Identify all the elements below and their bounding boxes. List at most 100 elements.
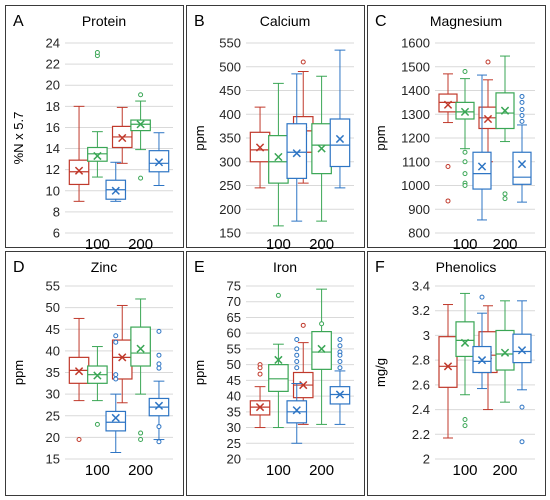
x-category-label: 100 bbox=[85, 236, 110, 253]
y-tick-label: 2.6 bbox=[412, 377, 430, 392]
outlier-point bbox=[519, 99, 525, 105]
box-iqr bbox=[495, 329, 515, 371]
y-tick-label: 450 bbox=[219, 83, 241, 98]
panel-frame bbox=[367, 5, 546, 248]
x-category-label: 100 bbox=[266, 462, 291, 479]
mean-marker bbox=[274, 152, 283, 162]
y-tick-label: 75 bbox=[227, 279, 241, 294]
panel-frame bbox=[5, 5, 184, 248]
box-blue-100 bbox=[286, 73, 308, 222]
outlier-point bbox=[519, 107, 525, 112]
outlier-point bbox=[337, 358, 343, 364]
outlier-point bbox=[337, 336, 343, 342]
mean-marker bbox=[460, 338, 470, 347]
outlier-point bbox=[113, 339, 119, 345]
panel-letter: F bbox=[375, 259, 385, 276]
y-tick-label: 350 bbox=[219, 131, 241, 146]
outlier-point bbox=[138, 92, 144, 98]
outlier-point bbox=[462, 171, 468, 177]
y-tick-label: 70 bbox=[227, 294, 241, 309]
y-tick-label: 35 bbox=[46, 365, 60, 380]
outlier-point bbox=[275, 292, 281, 298]
box-iqr bbox=[455, 101, 475, 120]
mean-marker bbox=[517, 159, 527, 169]
box-blue-100 bbox=[286, 336, 308, 444]
outlier-point bbox=[294, 365, 300, 371]
panel-letter: C bbox=[375, 13, 387, 30]
outlier-point bbox=[462, 183, 468, 188]
y-tick-label: 55 bbox=[46, 279, 60, 294]
box-blue-200 bbox=[329, 336, 351, 425]
y-tick-label: 40 bbox=[227, 389, 241, 404]
mean-marker bbox=[292, 406, 301, 415]
outlier-point bbox=[294, 358, 300, 364]
y-tick-label: 55 bbox=[227, 341, 241, 356]
box-green-100 bbox=[87, 50, 108, 178]
y-tick-label: 10 bbox=[46, 183, 60, 198]
outlier-point bbox=[156, 328, 162, 334]
y-tick-label: 2 bbox=[423, 452, 430, 467]
x-category-label: 200 bbox=[128, 462, 153, 479]
box-red-200 bbox=[292, 322, 314, 425]
y-tick-label: 25 bbox=[227, 436, 241, 451]
y-tick-label: 2.4 bbox=[412, 402, 430, 417]
y-tick-label: 20 bbox=[46, 430, 60, 445]
box-iqr bbox=[268, 364, 289, 392]
box-blue-100 bbox=[472, 74, 492, 221]
y-tick-label: 1200 bbox=[401, 131, 430, 146]
mean-marker bbox=[255, 402, 265, 412]
y-tick-label: 300 bbox=[219, 154, 241, 169]
outlier-point bbox=[462, 416, 468, 422]
y-tick-label: 50 bbox=[227, 357, 241, 372]
x-category-label: 200 bbox=[309, 236, 334, 253]
y-tick-label: 16 bbox=[46, 120, 60, 135]
outlier-point bbox=[138, 437, 144, 443]
box-green-100 bbox=[87, 346, 108, 427]
box-red-100 bbox=[249, 362, 271, 429]
x-category-label: 200 bbox=[128, 236, 153, 253]
box-iqr bbox=[286, 123, 308, 179]
y-axis-label: %N x 5.7 bbox=[11, 112, 26, 165]
panel-title: Iron bbox=[273, 259, 297, 275]
mean-marker bbox=[500, 348, 510, 357]
box-green-200 bbox=[311, 288, 332, 425]
mean-marker bbox=[154, 401, 164, 410]
box-red-200 bbox=[111, 106, 133, 164]
y-axis-label: mg/g bbox=[373, 358, 388, 387]
x-category-label: 200 bbox=[492, 236, 517, 253]
y-tick-label: 18 bbox=[46, 99, 60, 114]
box-iqr bbox=[472, 151, 492, 190]
outlier-point bbox=[113, 376, 119, 382]
outlier-point bbox=[445, 198, 451, 204]
mean-marker bbox=[317, 144, 326, 153]
outlier-point bbox=[337, 352, 343, 358]
mean-marker bbox=[74, 367, 84, 376]
mean-marker bbox=[111, 413, 120, 423]
box-green-100 bbox=[455, 69, 475, 188]
outlier-point bbox=[319, 321, 325, 327]
outlier-point bbox=[94, 421, 100, 427]
outlier-point bbox=[138, 430, 144, 436]
box-iqr bbox=[438, 336, 458, 388]
outlier-point bbox=[519, 118, 525, 124]
outlier-point bbox=[113, 372, 119, 378]
y-tick-label: 14 bbox=[46, 141, 60, 156]
mean-marker bbox=[274, 355, 283, 365]
y-tick-label: 800 bbox=[408, 226, 430, 241]
outlier-point bbox=[76, 437, 82, 443]
box-iqr bbox=[455, 321, 475, 358]
mean-marker bbox=[111, 186, 120, 195]
box-green-200 bbox=[130, 298, 151, 443]
y-tick-label: 20 bbox=[227, 452, 241, 467]
panel-letter: D bbox=[13, 259, 25, 276]
outlier-point bbox=[519, 93, 525, 99]
mean-marker bbox=[136, 120, 145, 129]
outlier-point bbox=[519, 404, 525, 410]
panel-letter: A bbox=[13, 13, 24, 30]
y-tick-label: 1400 bbox=[401, 83, 430, 98]
box-green-200 bbox=[130, 92, 151, 181]
outlier-point bbox=[445, 164, 451, 169]
box-green-200 bbox=[495, 55, 515, 202]
x-category-label: 100 bbox=[85, 462, 110, 479]
